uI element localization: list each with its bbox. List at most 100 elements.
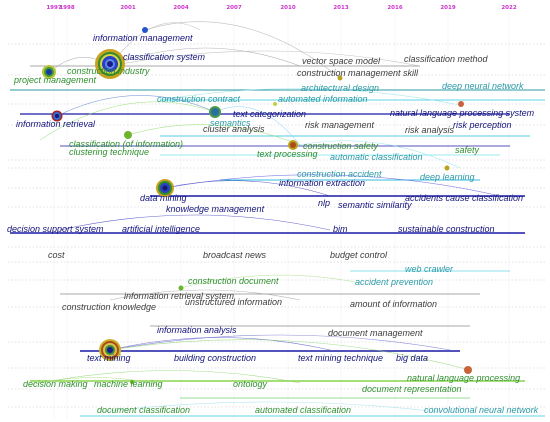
node-ring: [211, 108, 219, 116]
keyword-label-construction-document: construction document: [188, 276, 279, 286]
co-occurrence-arc: [109, 339, 471, 371]
keyword-label-unstructured-information: unstructured information: [185, 297, 282, 307]
node-machine-learning: [130, 380, 134, 384]
node-text-processing: [288, 140, 298, 150]
co-occurrence-arc: [109, 289, 301, 301]
year-label: 1997: [46, 5, 61, 11]
node-ring: [178, 285, 184, 291]
node-project-management: [42, 65, 56, 79]
node-ring: [46, 69, 52, 75]
keyword-label-text-processing: text processing: [257, 149, 318, 159]
keyword-label-building-construction: building construction: [174, 353, 256, 363]
node-ring: [55, 114, 59, 118]
keyword-label-document-classification: document classification: [97, 405, 190, 415]
keyword-label-document-representation: document representation: [362, 384, 462, 394]
co-occurrence-arc: [109, 50, 421, 67]
node-ring: [162, 185, 168, 191]
node-automated-information: [273, 102, 277, 106]
node-ring: [337, 75, 343, 81]
co-occurrence-arc: [29, 377, 161, 386]
co-occurrence-arc: [179, 274, 361, 289]
co-occurrence-arc: [299, 140, 461, 169]
keyword-label-architectural-design: architectural design: [301, 83, 379, 93]
node-ring: [107, 347, 113, 353]
keyword-label-accident-prevention: accident prevention: [355, 277, 433, 287]
keyword-label-knowledge-management: knowledge management: [166, 204, 265, 214]
keyword-label-artificial-intelligence: artificial intelligence: [122, 224, 200, 234]
year-label: 2007: [226, 5, 241, 11]
keyword-label-risk-analysis: risk analysis: [405, 125, 455, 135]
keyword-label-big-data: big data: [396, 353, 428, 363]
year-label: 2019: [440, 5, 455, 11]
keyword-label-classification-system: classification system: [123, 52, 206, 62]
keyword-label-construction-knowledge: construction knowledge: [62, 302, 156, 312]
node-ring: [458, 101, 464, 107]
keyword-label-risk-management: risk management: [305, 120, 375, 130]
node-construction-industry: [95, 49, 125, 79]
keyword-label-web-crawler: web crawler: [405, 264, 454, 274]
keyword-label-risk-perception: risk perception: [453, 120, 512, 130]
co-occurrence-arc: [39, 370, 301, 384]
keyword-label-classification-method: classification method: [404, 54, 489, 64]
keyword-label-information-retrieval: information retrieval: [16, 119, 96, 129]
node-text-categorization: [209, 106, 221, 118]
keyword-label-text-categorization: text categorization: [233, 109, 306, 119]
keyword-label-information-retrieval-system: information retrieval system: [124, 291, 235, 301]
node-ring: [124, 131, 132, 139]
keyword-label-semantics: semantics: [210, 118, 251, 128]
keyword-label-clustering-technique: clustering technique: [69, 147, 149, 157]
year-label: 2004: [173, 5, 188, 11]
keyword-label-automated-information: automated information: [278, 94, 368, 104]
keyword-label-decision-making: decision making: [23, 379, 88, 389]
co-occurrence-arc: [109, 334, 451, 351]
keyword-label-deep-learning: deep learning: [420, 172, 475, 182]
co-occurrence-arc: [56, 95, 216, 117]
node-ring: [107, 61, 113, 67]
co-occurrence-arc: [159, 88, 461, 106]
keyword-label-semantic-similarity: semantic similarity: [338, 200, 412, 210]
node-data-mining: [156, 179, 174, 197]
node-ring: [273, 102, 277, 106]
co-occurrence-arc: [99, 401, 441, 413]
keyword-label-cluster-analysis: cluster analysis: [203, 124, 265, 134]
keyword-label-data-mining: data mining: [140, 193, 187, 203]
year-label: 2001: [120, 5, 135, 11]
keyword-label-automatic-classification: automatic classification: [330, 152, 423, 162]
co-occurrence-arc: [59, 214, 331, 231]
keyword-label-convolutional-neural-network: convolutional neural network: [424, 405, 539, 415]
keyword-label-natural-language-processing-system: natural language processing system: [390, 108, 535, 118]
keyword-label-construction-safety: construction safety: [303, 141, 379, 151]
keyword-label-text-mining: text mining: [87, 353, 131, 363]
co-occurrence-arc: [127, 124, 301, 146]
node-ring: [142, 27, 148, 33]
keyword-label-information-management: information management: [93, 33, 193, 43]
keyword-label-deep-neural-network: deep neural network: [442, 81, 524, 91]
co-occurrence-arc: [144, 21, 341, 79]
keyword-label-nlp: nlp: [318, 198, 330, 208]
co-occurrence-arc: [109, 47, 301, 67]
year-label: 2022: [501, 5, 516, 11]
keyword-label-construction-contract: construction contract: [157, 94, 241, 104]
keyword-label-project-management: project management: [13, 75, 97, 85]
node-ring: [130, 380, 134, 384]
co-occurrence-arc: [164, 180, 331, 197]
keyword-label-construction-accident: construction accident: [297, 169, 382, 179]
keyword-label-information-extraction: information extraction: [279, 178, 365, 188]
node-natural-language-processing: [464, 366, 472, 374]
keyword-label-safety: safety: [455, 145, 480, 155]
co-occurrence-arc: [109, 337, 331, 351]
keyword-label-vector-space-model: vector space model: [302, 56, 381, 66]
year-label: 1998: [59, 5, 74, 11]
keyword-label-construction-management-skill: construction management skill: [297, 68, 419, 78]
keyword-label-accidents-cause-classification: accidents cause classification: [405, 193, 523, 203]
keyword-label-ontology: ontology: [233, 379, 268, 389]
keyword-label-sustainable-construction: sustainable construction: [398, 224, 495, 234]
node-information-management: [142, 27, 148, 33]
node-ring: [444, 165, 450, 171]
keyword-label-construction-industry: construction industry: [67, 66, 150, 76]
year-label: 2013: [333, 5, 348, 11]
keyword-label-document-management: document management: [328, 328, 423, 338]
co-occurrence-arc: [39, 101, 216, 141]
